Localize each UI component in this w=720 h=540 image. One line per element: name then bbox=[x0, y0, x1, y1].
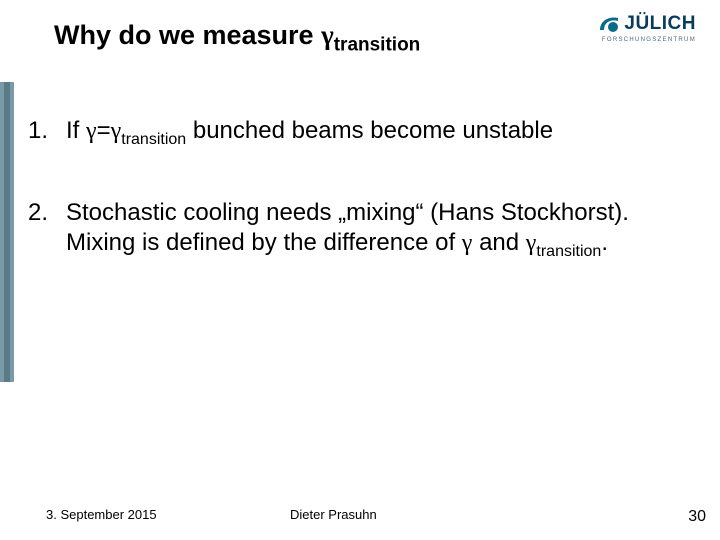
item1-post: bunched beams become unstable bbox=[186, 117, 553, 144]
page-number: 30 bbox=[688, 508, 706, 526]
accent-bar-inner bbox=[4, 82, 10, 382]
item-number: 1. bbox=[28, 116, 66, 150]
item-text: Stochastic cooling needs „mixing“ (Hans … bbox=[66, 198, 678, 262]
logo-text: JÜLICH bbox=[624, 13, 696, 35]
title-prefix: Why do we measure bbox=[54, 20, 321, 50]
item2-mid: and bbox=[472, 229, 525, 256]
item-number: 2. bbox=[28, 198, 66, 262]
item-text: If γ=γtransition bunched beams become un… bbox=[66, 116, 678, 150]
item2-sub: transition bbox=[536, 243, 601, 260]
item1-gamma-a: γ bbox=[86, 118, 97, 144]
list-item: 1. If γ=γtransition bunched beams become… bbox=[28, 116, 678, 150]
item1-gamma-b: γ bbox=[111, 118, 122, 144]
list-item: 2. Stochastic cooling needs „mixing“ (Ha… bbox=[28, 198, 678, 262]
footer-author: Dieter Prasuhn bbox=[290, 507, 377, 522]
title-subscript: transition bbox=[334, 34, 421, 55]
footer-date: 3. September 2015 bbox=[46, 507, 157, 522]
slide-title: Why do we measure γtransition bbox=[54, 20, 420, 56]
title-gamma: γ bbox=[321, 20, 334, 50]
item1-sub: transition bbox=[121, 131, 186, 148]
item2-gamma-2: γ bbox=[526, 230, 537, 256]
slide-body: 1. If γ=γtransition bunched beams become… bbox=[28, 116, 678, 310]
item1-eq: = bbox=[97, 117, 111, 144]
julich-logo-icon bbox=[596, 12, 620, 36]
item1-pre: If bbox=[66, 117, 86, 144]
logo: JÜLICH FORSCHUNGSZENTRUM bbox=[596, 12, 696, 43]
accent-bar bbox=[0, 82, 14, 382]
logo-top: JÜLICH bbox=[596, 12, 696, 36]
slide: Why do we measure γtransition JÜLICH FOR… bbox=[0, 0, 720, 540]
item2-tail: . bbox=[601, 229, 608, 256]
item2-gamma-1: γ bbox=[462, 230, 473, 256]
logo-subtext: FORSCHUNGSZENTRUM bbox=[596, 37, 696, 43]
